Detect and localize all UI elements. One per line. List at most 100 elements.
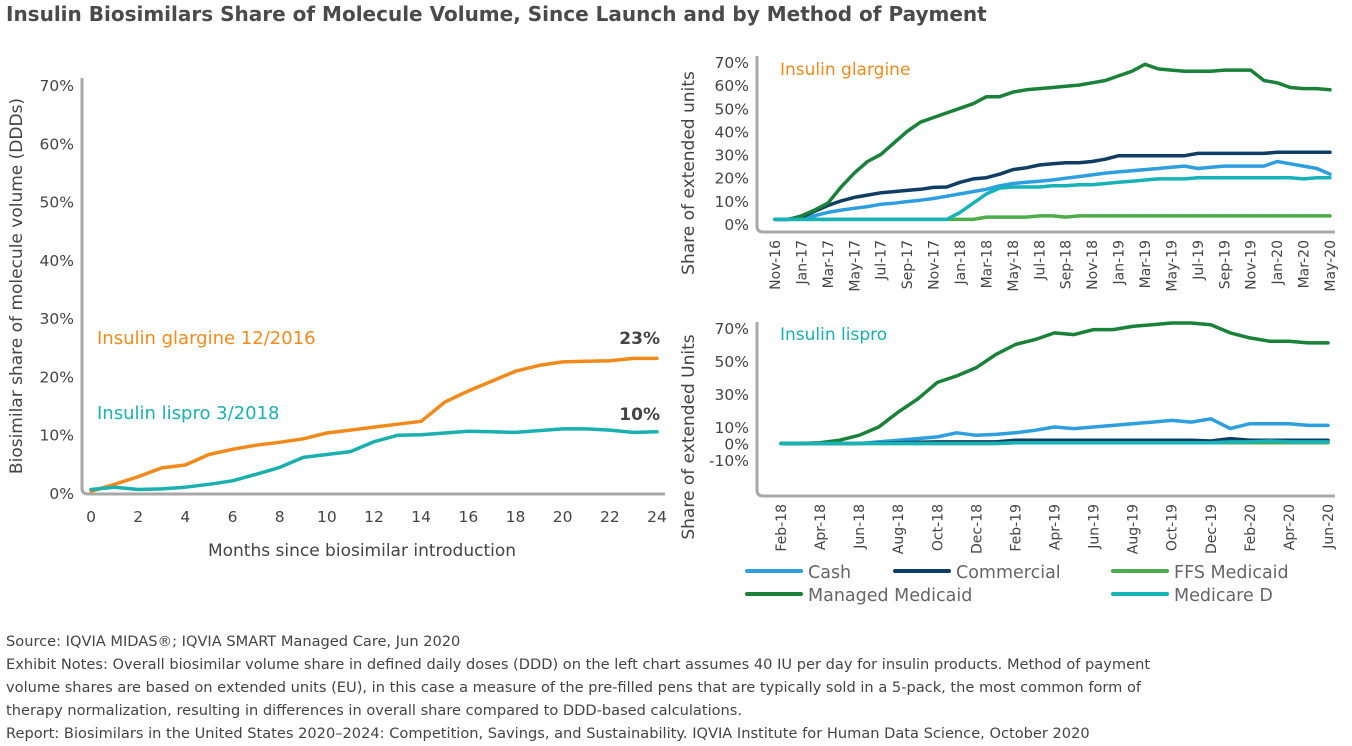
x-tick-label: Nov-18 [1085, 240, 1101, 290]
y-tick-label: 20% [40, 368, 74, 386]
y-axis-label: Share of extended Units [679, 334, 699, 539]
x-tick-label: Apr-18 [813, 504, 829, 550]
page-title: Insulin Biosimilars Share of Molecule Vo… [6, 2, 987, 26]
series-line-1 [89, 427, 659, 492]
legend-label: Managed Medicaid [808, 586, 972, 606]
x-tick-label: Jul-19 [1191, 240, 1207, 281]
x-tick-label: Jan-20 [1270, 240, 1286, 285]
exhibit-notes-line-2: volume shares are based on extended unit… [6, 679, 1142, 696]
x-tick-label: May-18 [1006, 240, 1022, 292]
x-tick-label: 6 [228, 508, 238, 526]
x-tick-label: 8 [275, 508, 285, 526]
exhibit-notes-line-1: Exhibit Notes: Overall biosimilar volume… [6, 656, 1151, 673]
x-tick-label: Feb-18 [774, 504, 790, 552]
series-line-0 [773, 159, 1332, 222]
x-tick-label: 4 [180, 508, 190, 526]
legend: Cash Commercial FFS Medicaid Managed Medica… [745, 563, 1289, 606]
x-tick-label: May-19 [1164, 240, 1180, 292]
x-tick-label: 10 [317, 508, 337, 526]
x-tick-label: 18 [506, 508, 526, 526]
glargine-payment-chart: 0% 10% 20% 30% 40% 50% 60% 70% Nov-16 Jan-17 Mar-1… [679, 54, 1339, 292]
x-tick-label: Jul-18 [1032, 240, 1048, 281]
y-tick-label: 20% [715, 170, 749, 188]
x-tick-label: Mar-17 [821, 240, 837, 288]
legend-label: Cash [808, 563, 851, 583]
x-tick-label: Mar-19 [1138, 240, 1154, 288]
x-tick-label: May-17 [847, 240, 863, 292]
panel-title: Insulin lispro [780, 325, 887, 345]
x-tick-label: 16 [458, 508, 478, 526]
series-line-3 [779, 321, 1330, 446]
panel-axis-line [755, 56, 1335, 234]
x-tick-label: 24 [647, 508, 667, 526]
y-tick-label: 0% [724, 436, 749, 454]
x-tick-label: Jan-17 [794, 240, 810, 285]
x-tick-label: 0 [86, 508, 96, 526]
x-tick-label: Oct-19 [1165, 504, 1181, 551]
x-axis-label: Months since biosimilar introduction [208, 541, 516, 561]
panel-title: Insulin glargine [780, 60, 910, 80]
y-tick-label: -10% [709, 452, 749, 470]
x-tick-label: Feb-19 [1008, 504, 1024, 552]
x-tick-label: 2 [133, 508, 143, 526]
series-end-label: 23% [619, 329, 660, 349]
x-tick-label: Dec-19 [1204, 504, 1220, 554]
y-axis-label: Biosimilar share of molecule volume (DDD… [7, 98, 27, 474]
x-tick-label: 22 [600, 508, 620, 526]
series-label: Insulin glargine 12/2016 [97, 328, 316, 349]
series-line-3 [773, 62, 1332, 222]
y-tick-label: 30% [715, 147, 749, 165]
x-tick-label: Mar-20 [1297, 240, 1313, 288]
series-line-1 [773, 150, 1332, 222]
x-tick-label: Nov-19 [1244, 240, 1260, 290]
series-line-4 [773, 175, 1332, 222]
y-tick-label: 60% [715, 77, 749, 95]
y-tick-label: 30% [715, 386, 749, 404]
x-tick-label: Mar-18 [979, 240, 995, 288]
y-tick-label: 50% [715, 353, 749, 371]
legend-label: Medicare D [1174, 586, 1273, 606]
x-tick-label: Jan-19 [1112, 240, 1128, 285]
y-tick-label: 0% [724, 216, 749, 234]
left-axis-line [80, 78, 665, 496]
y-tick-label: 0% [49, 485, 74, 503]
y-axis-label: Share of extended units [679, 71, 699, 275]
y-tick-label: 70% [40, 77, 74, 95]
x-tick-label: Apr-19 [1048, 504, 1064, 550]
x-tick-label: Jan-18 [953, 240, 969, 285]
series-end-label: 10% [619, 405, 660, 425]
source-note: Source: IQVIA MIDAS®; IQVIA SMART Manage… [6, 633, 461, 650]
lispro-payment-chart: -10%0%10% 30% 50% 70% Feb-18 Apr-18 Jun-18 Aug-… [679, 320, 1337, 554]
panel-axis-line [755, 322, 1335, 498]
report-note: Report: Biosimilars in the United States… [6, 725, 1090, 742]
y-tick-label: 10% [40, 427, 74, 445]
x-tick-label: Jun-18 [852, 504, 868, 550]
x-tick-label: Jun-19 [1087, 504, 1103, 550]
x-tick-label: Jun-20 [1321, 504, 1337, 550]
y-tick-label: 70% [715, 54, 749, 72]
y-tick-label: 10% [715, 419, 749, 437]
x-tick-label: Sep-19 [1217, 240, 1233, 289]
x-tick-label: Sep-18 [1059, 240, 1075, 289]
footer: Source: IQVIA MIDAS®; IQVIA SMART Manage… [6, 630, 1346, 745]
y-tick-label: 40% [715, 123, 749, 141]
y-tick-label: 30% [40, 310, 74, 328]
y-tick-label: 10% [715, 193, 749, 211]
y-tick-label: 40% [40, 252, 74, 270]
y-tick-label: 60% [40, 135, 74, 153]
legend-label: FFS Medicaid [1174, 563, 1289, 583]
x-tick-label: 20 [553, 508, 573, 526]
x-tick-label: Dec-18 [969, 504, 985, 554]
series-label: Insulin lispro 3/2018 [97, 403, 280, 424]
y-tick-label: 50% [40, 194, 74, 212]
x-tick-label: Nov-16 [768, 240, 784, 290]
y-tick-label: 50% [715, 100, 749, 118]
legend-label: Commercial [956, 563, 1061, 583]
x-tick-label: May-20 [1323, 240, 1339, 292]
x-tick-label: Sep-17 [900, 240, 916, 289]
x-tick-label: Feb-20 [1243, 504, 1259, 552]
x-tick-label: Nov-17 [927, 240, 943, 290]
x-tick-label: 12 [364, 508, 384, 526]
series-line-0 [89, 356, 659, 494]
